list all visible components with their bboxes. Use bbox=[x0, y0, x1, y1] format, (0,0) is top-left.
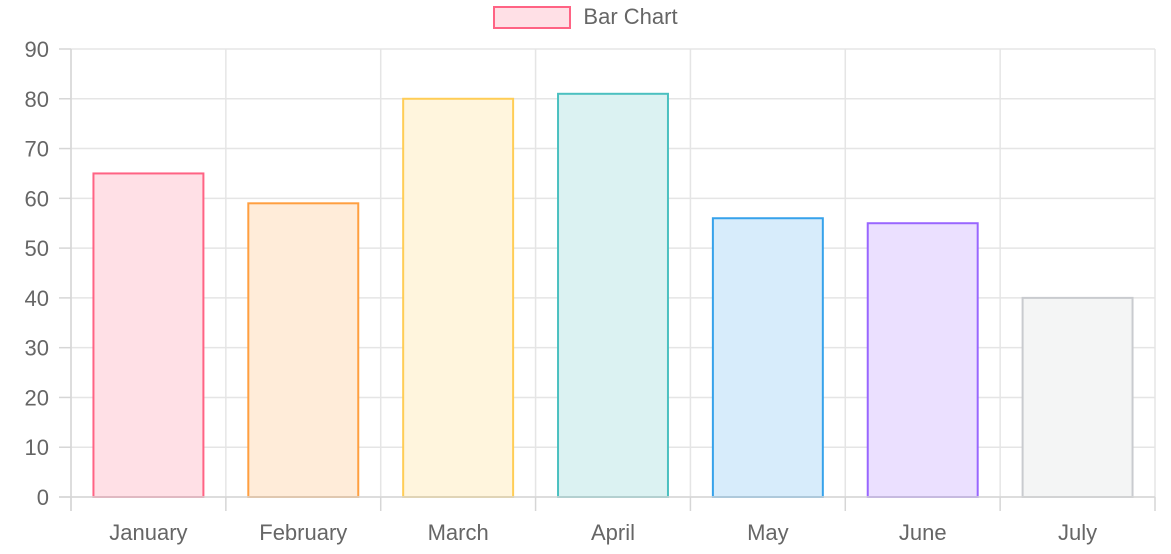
x-tick-label: January bbox=[109, 520, 187, 545]
y-tick-label: 40 bbox=[25, 286, 49, 311]
x-tick-labels: January February March April May June July bbox=[109, 520, 1097, 545]
bar-march[interactable] bbox=[402, 97, 515, 499]
y-tick-label: 80 bbox=[25, 87, 49, 112]
x-tick-label: February bbox=[259, 520, 347, 545]
y-tick-label: 90 bbox=[25, 37, 49, 62]
bar-february[interactable] bbox=[247, 202, 360, 499]
bar-may[interactable] bbox=[711, 217, 824, 498]
y-tick-label: 0 bbox=[37, 485, 49, 510]
axes bbox=[59, 48, 1156, 511]
bars bbox=[92, 92, 1134, 499]
y-tick-label: 70 bbox=[25, 137, 49, 162]
y-tick-label: 20 bbox=[25, 385, 49, 410]
bar-january[interactable] bbox=[92, 172, 205, 498]
bar-july[interactable] bbox=[1021, 296, 1134, 498]
y-tick-label: 10 bbox=[25, 435, 49, 460]
x-tick-label: March bbox=[428, 520, 489, 545]
x-tick-label: July bbox=[1058, 520, 1097, 545]
legend-label[interactable]: Bar Chart bbox=[583, 4, 678, 29]
bar-june[interactable] bbox=[866, 222, 979, 498]
y-tick-label: 30 bbox=[25, 336, 49, 361]
y-tick-labels: 0 10 20 30 40 50 60 70 80 90 bbox=[25, 37, 49, 510]
legend[interactable]: Bar Chart bbox=[0, 4, 1171, 30]
legend-swatch[interactable] bbox=[493, 5, 572, 29]
bar-april[interactable] bbox=[557, 92, 669, 499]
x-tick-label: May bbox=[747, 520, 789, 545]
x-tick-label: June bbox=[899, 520, 947, 545]
y-tick-label: 60 bbox=[25, 186, 49, 211]
y-tick-label: 50 bbox=[25, 236, 49, 261]
x-tick-label: April bbox=[591, 520, 635, 545]
